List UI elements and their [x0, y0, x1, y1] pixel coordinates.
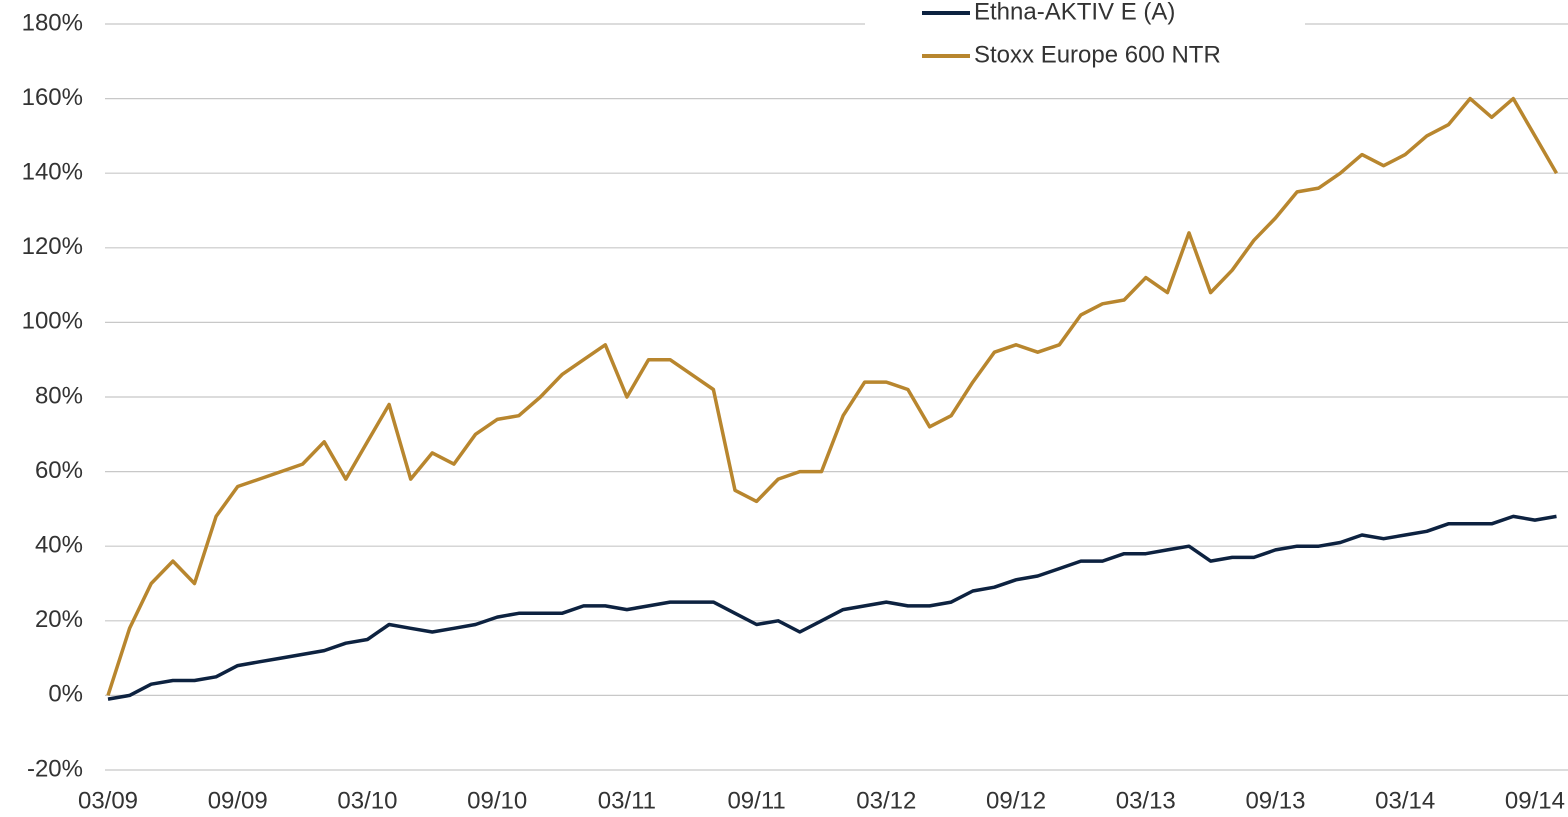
y-tick-label: 40%	[35, 532, 83, 559]
y-tick-label: 180%	[22, 9, 83, 36]
x-tick-label: 09/12	[986, 787, 1046, 814]
y-tick-label: 60%	[35, 457, 83, 484]
x-tick-label: 09/13	[1245, 787, 1305, 814]
y-tick-label: 160%	[22, 84, 83, 111]
series-line	[107, 514, 1557, 701]
x-tick-label: 03/13	[1116, 787, 1176, 814]
y-tick-label: 80%	[35, 382, 83, 409]
y-tick-label: 100%	[22, 308, 83, 335]
x-tick-label: 09/10	[467, 787, 527, 814]
y-tick-label: 140%	[22, 159, 83, 186]
x-tick-label: 09/09	[208, 787, 268, 814]
x-tick-label: 03/10	[337, 787, 397, 814]
x-tick-label: 03/12	[856, 787, 916, 814]
x-tick-label: 03/09	[78, 787, 138, 814]
y-tick-label: 0%	[48, 681, 83, 708]
y-tick-label: -20%	[27, 755, 83, 782]
y-tick-label: 20%	[35, 606, 83, 633]
x-tick-label: 03/14	[1375, 787, 1435, 814]
x-tick-label: 03/11	[598, 787, 656, 814]
x-tick-label: 09/11	[727, 787, 785, 814]
series-line	[106, 96, 1559, 696]
x-tick-label: 09/14	[1505, 787, 1565, 814]
legend-label: Stoxx Europe 600 NTR	[974, 41, 1221, 68]
y-tick-label: 120%	[22, 233, 83, 260]
legend-label: Ethna-AKTIV E (A)	[974, 0, 1175, 25]
